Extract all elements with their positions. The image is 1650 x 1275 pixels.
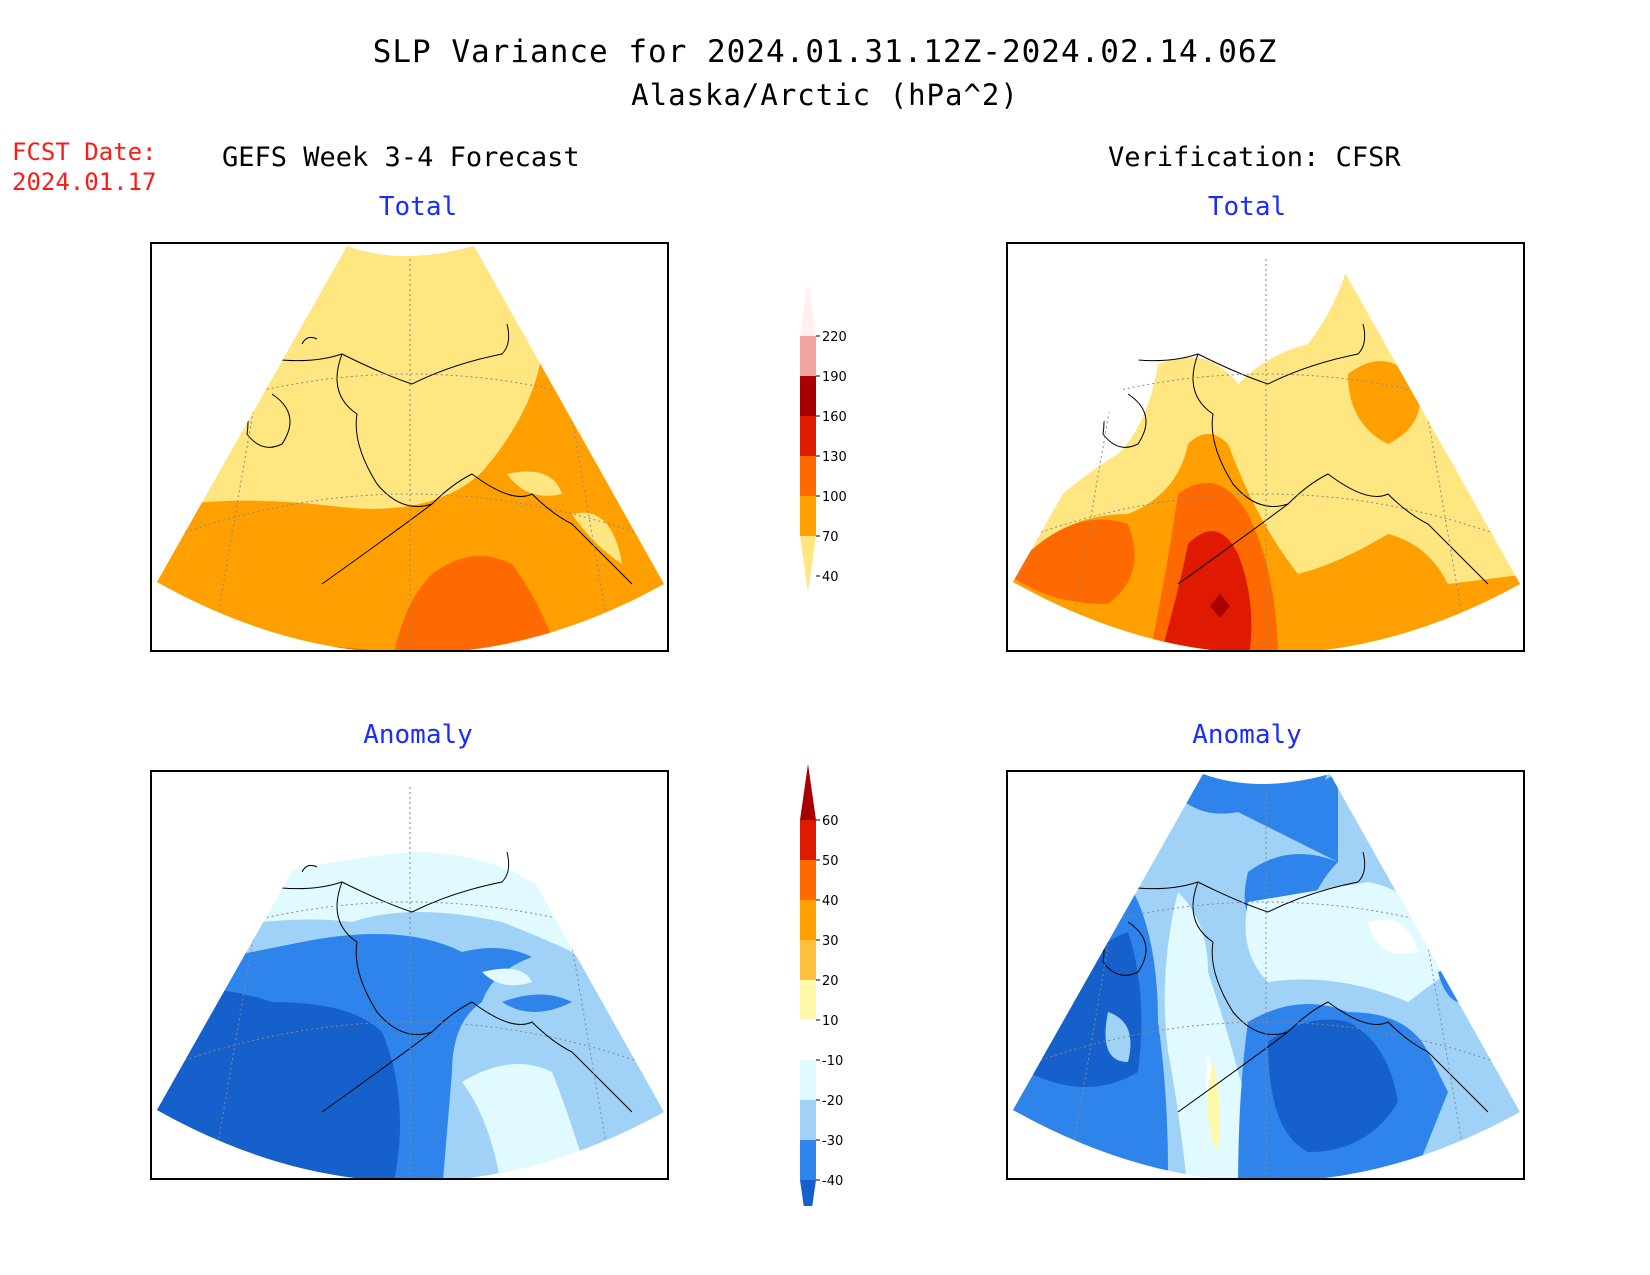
colorbar-label: -20 (822, 1094, 843, 1109)
colorbar-swatch (799, 1019, 817, 1061)
colorbar-label: 50 (822, 854, 839, 869)
colorbar-total: 220 190 160 130 100 70 40 (800, 280, 880, 620)
fcst-date-value: 2024.01.17 (12, 168, 157, 196)
colorbar-swatch (800, 280, 816, 336)
figure-title: SLP Variance for 2024.01.31.12Z-2024.02.… (372, 34, 1278, 70)
forecast-column-header: GEFS Week 3-4 Forecast (222, 142, 580, 173)
colorbar-label: 40 (822, 894, 839, 909)
map-verification-anomaly (1006, 770, 1525, 1180)
map-forecast-total (150, 242, 669, 652)
fcst-date-label: FCST Date: (12, 138, 157, 166)
colorbar-swatch (800, 980, 816, 1020)
colorbar-label: 220 (822, 330, 847, 345)
colorbar-label: 160 (822, 410, 847, 425)
colorbar-swatch (800, 1060, 816, 1100)
figure-subtitle: Alaska/Arctic (hPa^2) (631, 78, 1019, 112)
colorbar-swatch (800, 376, 816, 416)
colorbar-total-swatches: 220 190 160 130 100 70 40 (800, 280, 847, 592)
colorbar-swatch (800, 764, 816, 820)
colorbar-swatch (800, 900, 816, 940)
colorbar-swatch (800, 496, 816, 536)
colorbar-swatch (800, 860, 816, 900)
colorbar-swatch (800, 416, 816, 456)
colorbar-label: 40 (822, 570, 839, 585)
colorbar-label: 70 (822, 530, 839, 545)
colorbar-swatch (800, 1100, 816, 1140)
map-forecast-anomaly (150, 770, 669, 1180)
colorbar-swatch (800, 1180, 816, 1236)
colorbar-label: -10 (822, 1054, 843, 1069)
colorbar-swatch (800, 456, 816, 496)
map-verification-total (1006, 242, 1525, 652)
panel-title-verification-anomaly: Anomaly (1192, 720, 1302, 750)
colorbar-label: -40 (822, 1174, 843, 1189)
colorbar-anomaly: 60 50 40 30 20 10 -10 -20 -30 -40 (799, 756, 880, 1236)
colorbar-label: 20 (822, 974, 839, 989)
colorbar-label: 130 (822, 450, 847, 465)
panel-title-forecast-anomaly: Anomaly (363, 720, 473, 750)
verification-column-header: Verification: CFSR (1108, 142, 1401, 173)
colorbar-label: 60 (822, 814, 839, 829)
colorbar-swatch (800, 536, 816, 592)
colorbar-anomaly-swatches: 60 50 40 30 20 10 -10 -20 -30 -40 (799, 764, 843, 1236)
colorbar-label: 100 (822, 490, 847, 505)
colorbar-swatch (800, 1140, 816, 1180)
colorbar-label: 30 (822, 934, 839, 949)
colorbar-swatch (800, 940, 816, 980)
colorbar-label: -30 (822, 1134, 843, 1149)
panel-title-verification-total: Total (1207, 192, 1287, 222)
colorbar-label: 10 (822, 1014, 839, 1029)
colorbar-swatch (800, 820, 816, 860)
colorbar-swatch (800, 336, 816, 376)
colorbar-label: 190 (822, 370, 847, 385)
panel-title-forecast-total: Total (378, 192, 458, 222)
